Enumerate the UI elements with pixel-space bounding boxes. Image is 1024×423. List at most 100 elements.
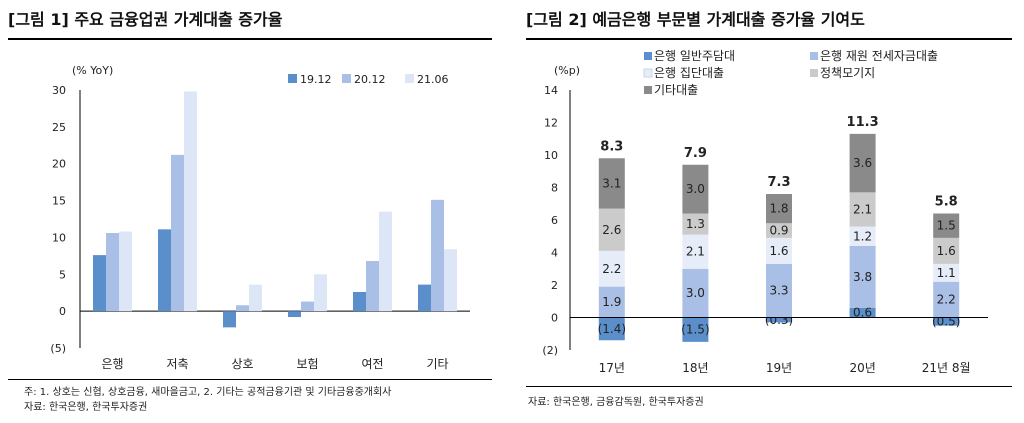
figure1-bar-2106 bbox=[249, 284, 262, 312]
figure1-x-tick-label: 기타 bbox=[426, 357, 448, 371]
figure2-data-label: 2.1 bbox=[686, 245, 705, 259]
figure2-segment-3 bbox=[682, 213, 709, 235]
figure1-legend-swatch bbox=[342, 74, 351, 83]
figure2-data-label: 0.6 bbox=[853, 306, 872, 320]
figure1-note: 주: 1. 상호는 신협, 상호금융, 새마을금고, 2. 기타는 공적금융기관… bbox=[24, 387, 392, 398]
figure2-y-tick-label: 10 bbox=[544, 149, 558, 162]
figure2-data-label: 1.1 bbox=[937, 266, 956, 280]
figure2-segment-2 bbox=[682, 234, 709, 269]
figure2-data-label: 1.8 bbox=[769, 202, 788, 216]
figure2-segment-1 bbox=[598, 286, 625, 318]
figure2-legend-label: 기타대출 bbox=[654, 83, 698, 97]
figure2-segment-1 bbox=[682, 268, 709, 318]
figure2-data-label: (1.5) bbox=[681, 323, 709, 337]
figure1-y-tick-label: 5 bbox=[59, 268, 66, 281]
figure2-title-rule bbox=[526, 38, 1012, 40]
figure2-segment-1 bbox=[766, 263, 792, 318]
figure1-bar-2106 bbox=[184, 91, 197, 312]
figure2-data-label: 2.6 bbox=[602, 223, 621, 237]
figure1-legend-label: 20.12 bbox=[354, 73, 386, 86]
figure2-data-label: 1.2 bbox=[853, 229, 872, 243]
figure1-bar-2012 bbox=[171, 154, 184, 312]
figure2-data-label: 3.0 bbox=[686, 286, 705, 300]
figure2-y-tick-label: 8 bbox=[551, 182, 558, 195]
figure1-bottom-rule bbox=[8, 379, 492, 380]
figure2-chart: (%p) (2) 0 2 4 6 8 10 12 14 (1.4) 1.9 2.2 2.6 3.1 8.3 17… bbox=[542, 48, 988, 375]
figure2-data-label: 3.1 bbox=[602, 176, 621, 190]
figure2-segment-1 bbox=[849, 246, 876, 308]
figure2-y-tick-label: 0 bbox=[551, 312, 558, 325]
figure2-legend-label: 은행 집단대출 bbox=[654, 65, 724, 80]
figure1-title-rule bbox=[8, 38, 492, 40]
figure2-total-label: 5.8 bbox=[935, 195, 958, 210]
figure2-segment-0 bbox=[933, 317, 960, 326]
figure1-bar-2012 bbox=[236, 305, 249, 312]
figure2-data-label: 1.6 bbox=[937, 244, 956, 258]
figure2-segment-3 bbox=[766, 223, 792, 238]
figure2-data-label: 2.2 bbox=[602, 262, 621, 276]
figure2-segment-4 bbox=[682, 164, 709, 214]
figure1-bar-2106 bbox=[314, 274, 327, 312]
figure2-x-tick-label: 17년 bbox=[599, 361, 625, 375]
figure1-panel: [그림 1] 주요 금융업권 가계대출 증가율 (% YoY) (5) 0 5 10 15… bbox=[0, 0, 500, 423]
figure1-bar-2012 bbox=[106, 233, 119, 312]
figure1-x-tick-label: 상호 bbox=[231, 357, 253, 371]
figure2-segment-4 bbox=[933, 213, 960, 238]
figure2-segment-0 bbox=[766, 317, 792, 323]
figure1-y-tick-label: (5) bbox=[50, 342, 66, 355]
figure2-x-tick-label: 21년 8월 bbox=[922, 361, 971, 375]
figure2-segment-3 bbox=[598, 208, 625, 251]
figure2-data-label: 3.0 bbox=[686, 182, 705, 196]
figure1-bar-2012 bbox=[301, 301, 314, 312]
figure1-y-tick-label: 15 bbox=[52, 195, 66, 208]
figure2-data-label: 3.8 bbox=[853, 270, 872, 284]
figure2-y-axis-label: (%p) bbox=[554, 64, 580, 77]
figure2-data-label: (1.4) bbox=[598, 322, 626, 336]
figure2-data-label: 1.9 bbox=[602, 295, 621, 309]
figure2-y-tick-label: 6 bbox=[551, 214, 558, 227]
figure2-segment-1 bbox=[933, 281, 960, 318]
figure1-bar-1912 bbox=[288, 311, 301, 318]
figure2-legend-swatch bbox=[643, 68, 653, 78]
figure2-y-tick-label: 4 bbox=[551, 247, 558, 260]
figure1-bar-2012 bbox=[366, 261, 379, 312]
figure1-y-tick-label: 20 bbox=[52, 158, 66, 171]
figure1-y-tick-label: 25 bbox=[52, 121, 66, 134]
figure2-legend-label: 은행 재원 전세자금대출 bbox=[820, 48, 938, 63]
figure1-y-axis-label: (% YoY) bbox=[72, 64, 113, 77]
figure2-segment-4 bbox=[766, 194, 792, 224]
figure1-x-tick-label: 보험 bbox=[296, 357, 318, 371]
figure2-segment-0 bbox=[598, 317, 625, 341]
figure1-source: 자료: 한국은행, 한국투자증권 bbox=[24, 402, 148, 413]
figure2-total-label: 11.3 bbox=[847, 115, 879, 130]
figure2-segment-0 bbox=[849, 307, 876, 318]
figure2-total-label: 7.9 bbox=[684, 146, 707, 161]
figure1-bar-1912 bbox=[93, 255, 106, 312]
figure2-segment-3 bbox=[849, 192, 876, 227]
figure1-y-tick-label: 30 bbox=[52, 84, 66, 97]
figure1-y-tick-label: 0 bbox=[59, 305, 66, 318]
figure2-segment-2 bbox=[849, 226, 876, 246]
figure2-segment-0 bbox=[682, 317, 709, 342]
figure2-source: 자료: 한국은행, 금융감독원, 한국투자증권 bbox=[528, 397, 704, 408]
figure2-y-tick-label: 14 bbox=[544, 84, 558, 97]
figure2-segment-4 bbox=[598, 158, 625, 209]
figure2-data-label: 2.1 bbox=[853, 202, 872, 216]
figure2-data-label: (0.5) bbox=[932, 315, 960, 329]
figure2-panel: [그림 2] 예금은행 부문별 가계대출 증가율 기여도 (%p) (2) 0 2 4 6… bbox=[518, 0, 1024, 423]
figure2-segment-2 bbox=[598, 250, 625, 287]
figure1-legend-label: 21.06 bbox=[417, 73, 449, 86]
figure1-chart: (% YoY) (5) 0 5 10 15 20 25 30 은행 저축 상호 보험 여전 기타 19.12 2… bbox=[50, 64, 470, 371]
figure2-total-label: 8.3 bbox=[600, 139, 623, 154]
figure2-data-label: 0.9 bbox=[769, 224, 788, 238]
figure1-title: [그림 1] 주요 금융업권 가계대출 증가율 bbox=[8, 10, 283, 29]
figure1-x-tick-label: 여전 bbox=[361, 357, 383, 371]
figure2-x-tick-label: 18년 bbox=[682, 361, 708, 375]
figure1-bar-2012 bbox=[431, 199, 444, 312]
figure1-legend-label: 19.12 bbox=[300, 73, 332, 86]
figure1-bar-1912 bbox=[418, 284, 431, 312]
figure1-y-tick-label: 10 bbox=[52, 231, 66, 244]
figure1-bar-1912 bbox=[223, 311, 236, 328]
figure2-legend-swatch bbox=[810, 69, 818, 77]
figure1-x-tick-label: 은행 bbox=[101, 356, 123, 371]
